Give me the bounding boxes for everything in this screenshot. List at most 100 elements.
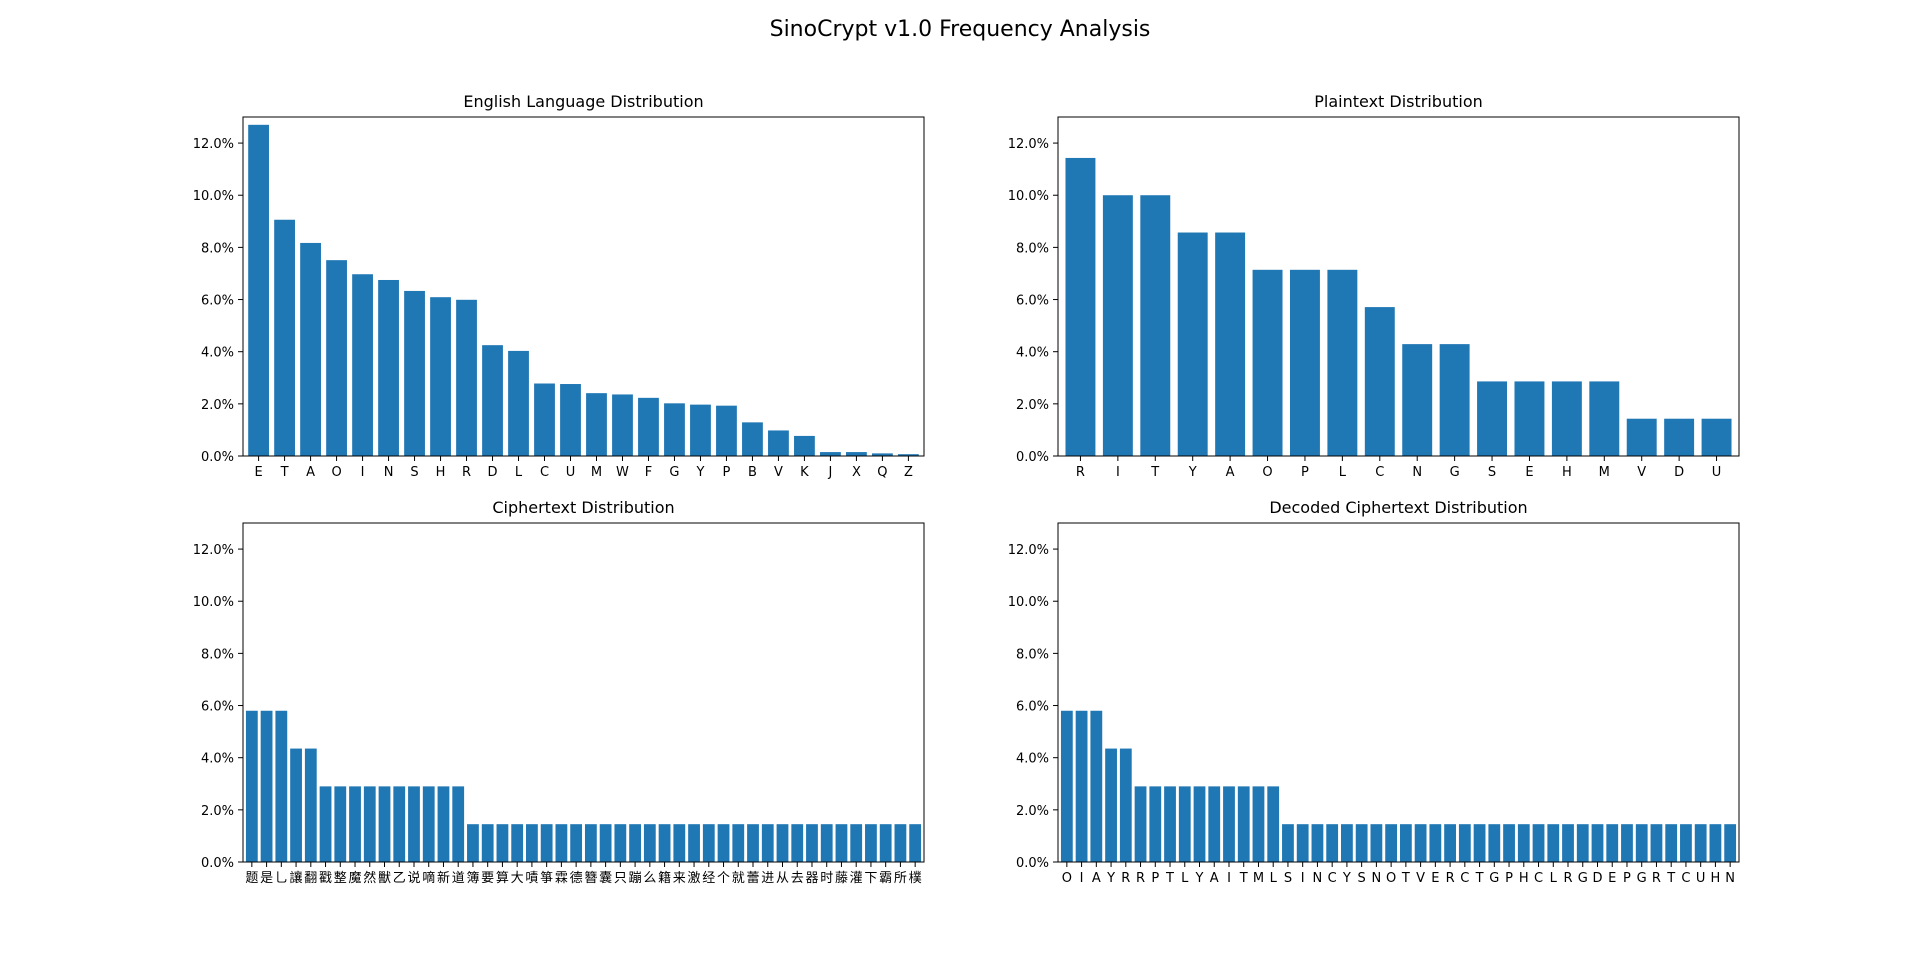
decoded-ciphertext-distribution-x-tick-label: E <box>1608 871 1616 886</box>
decoded-ciphertext-distribution-x-tick-label: T <box>1401 871 1410 886</box>
ciphertext-distribution-bar <box>909 824 922 862</box>
ciphertext-distribution-x-tick-label: 囊 <box>599 870 612 886</box>
english-distribution-x-tick-label: L <box>515 465 523 480</box>
plaintext-distribution-x-tick-label: O <box>1262 465 1272 480</box>
ciphertext-distribution-x-tick-label: 题 <box>245 871 258 886</box>
decoded-ciphertext-distribution-x-tick-label: I <box>1301 871 1305 886</box>
decoded-ciphertext-distribution-bar <box>1444 824 1456 862</box>
ciphertext-distribution-x-tick-label: 要 <box>481 871 494 886</box>
english-distribution-x-tick-label: T <box>280 465 289 480</box>
english-distribution-bar <box>586 393 607 456</box>
ciphertext-distribution-bar <box>673 824 686 862</box>
decoded-ciphertext-distribution-bar <box>1134 786 1147 862</box>
plaintext-distribution-bar <box>1140 195 1171 456</box>
ciphertext-distribution-x-tick-label: 簪 <box>584 870 597 886</box>
ciphertext-distribution-bar <box>791 824 804 862</box>
decoded-ciphertext-distribution-bar <box>1414 824 1427 862</box>
decoded-ciphertext-distribution-x-tick-label: P <box>1505 871 1513 886</box>
ciphertext-distribution-bar <box>422 786 435 862</box>
decoded-ciphertext-distribution-axes-frame <box>1057 522 1740 863</box>
plaintext-distribution-title: Plaintext Distribution <box>1314 92 1483 111</box>
decoded-ciphertext-distribution-x-tick-label: C <box>1681 871 1690 886</box>
english-distribution-x-tick-label: P <box>723 465 731 480</box>
ciphertext-distribution-bar <box>732 824 745 862</box>
english-distribution-bar <box>612 394 633 456</box>
english-distribution-x-tick-label: M <box>591 465 602 480</box>
english-distribution-x-tick-label: G <box>669 465 679 480</box>
ciphertext-distribution-x-tick-label: 算 <box>496 871 509 886</box>
decoded-ciphertext-distribution-bar <box>1075 710 1088 862</box>
english-distribution-x-tick-label: K <box>800 465 809 480</box>
decoded-ciphertext-distribution-bar <box>1178 786 1191 862</box>
ciphertext-distribution-x-tick-label: 蹦 <box>629 871 642 886</box>
plaintext-distribution-x-tick-label: L <box>1339 465 1347 480</box>
english-distribution-axes-frame <box>242 116 925 457</box>
decoded-ciphertext-distribution-x-tick-label: V <box>1416 871 1425 886</box>
plaintext-distribution-bar <box>1402 344 1433 456</box>
decoded-ciphertext-distribution-bar <box>1517 824 1530 862</box>
plaintext-distribution-y-tick-label: 12.0% <box>1008 137 1049 152</box>
english-distribution-bar <box>690 404 711 456</box>
english-distribution-x-tick-label: A <box>306 465 315 480</box>
decoded-ciphertext-distribution-x-tick-label: G <box>1489 871 1499 886</box>
english-distribution-bar <box>898 454 919 456</box>
plaintext-distribution-x-tick-label: Y <box>1188 465 1197 480</box>
plaintext-distribution-y-tick-label: 2.0% <box>1016 398 1049 413</box>
english-distribution-x-tick-label: S <box>410 465 418 480</box>
ciphertext-distribution-bar <box>806 824 818 862</box>
english-distribution-y-tick-label: 6.0% <box>201 294 234 309</box>
decoded-ciphertext-distribution-x-tick-label: H <box>1711 871 1721 886</box>
plaintext-distribution-bar <box>1514 381 1545 456</box>
plaintext-distribution-x-tick-label: N <box>1412 465 1422 480</box>
english-distribution-y-tick-label: 0.0% <box>201 450 234 465</box>
ciphertext-distribution-bar <box>260 710 273 862</box>
plaintext-distribution-bar <box>1289 269 1320 456</box>
english-distribution-bar <box>456 299 477 456</box>
ciphertext-distribution-x-tick-label: 来 <box>673 871 686 886</box>
ciphertext-distribution-x-tick-label: 去 <box>791 871 804 886</box>
ciphertext-distribution-bar <box>526 824 538 862</box>
decoded-ciphertext-distribution-bar <box>1724 824 1737 862</box>
decoded-ciphertext-distribution-bar <box>1105 748 1117 862</box>
english-distribution-x-tick-label: C <box>540 465 549 480</box>
plaintext-distribution-bar <box>1626 418 1657 456</box>
ciphertext-distribution-x-tick-label: 德 <box>570 871 583 886</box>
decoded-ciphertext-distribution-y-tick-label: 12.0% <box>1008 543 1049 558</box>
ciphertext-distribution-chart: Ciphertext Distribution 题是乚讓翻戳整魔然獸乙说嘀新道簿要… <box>193 498 925 886</box>
ciphertext-distribution-y-tick-label: 10.0% <box>193 595 234 610</box>
english-distribution-bar <box>430 297 451 456</box>
english-distribution-chart: English Language Distribution E T A O I N S H R D L… <box>193 92 925 480</box>
ciphertext-distribution-bar <box>747 824 759 862</box>
ciphertext-distribution-x-tick-label: 下 <box>864 871 877 886</box>
ciphertext-distribution-x-tick-label: 进 <box>761 871 774 886</box>
plaintext-distribution-y-tick-label: 0.0% <box>1016 450 1049 465</box>
decoded-ciphertext-distribution-x-tick-label: L <box>1550 871 1558 886</box>
ciphertext-distribution-bar <box>275 710 288 862</box>
ciphertext-distribution-bar <box>437 786 450 862</box>
plaintext-distribution-x-tick-label: E <box>1525 465 1533 480</box>
ciphertext-distribution-bar <box>835 824 848 862</box>
english-distribution-title: English Language Distribution <box>463 92 703 111</box>
decoded-ciphertext-distribution-x-tick-label: H <box>1519 871 1529 886</box>
ciphertext-distribution-bar <box>349 786 361 862</box>
decoded-ciphertext-distribution-x-tick-label: I <box>1080 871 1084 886</box>
plaintext-distribution-bar <box>1439 344 1470 456</box>
decoded-ciphertext-distribution-x-tick-label: Y <box>1106 871 1115 886</box>
decoded-ciphertext-distribution-bar <box>1694 824 1707 862</box>
english-distribution-y-tick-label: 8.0% <box>201 241 234 256</box>
decoded-ciphertext-distribution-x-tick-label: P <box>1623 871 1631 886</box>
english-distribution-bar <box>482 345 503 456</box>
plaintext-distribution-x-tick-label: A <box>1226 465 1235 480</box>
plaintext-distribution-x-tick-label: C <box>1375 465 1384 480</box>
english-distribution-bar <box>846 452 867 456</box>
ciphertext-distribution-bar <box>850 824 863 862</box>
ciphertext-distribution-bar <box>776 824 789 862</box>
decoded-ciphertext-distribution-bar <box>1060 710 1073 862</box>
ciphertext-distribution-y-tick-label: 6.0% <box>201 700 234 715</box>
ciphertext-distribution-x-tick-label: 魔 <box>349 871 362 886</box>
english-distribution-bar <box>352 274 373 456</box>
plaintext-distribution-x-tick-label: I <box>1116 465 1120 480</box>
plaintext-distribution-bar <box>1177 232 1208 456</box>
